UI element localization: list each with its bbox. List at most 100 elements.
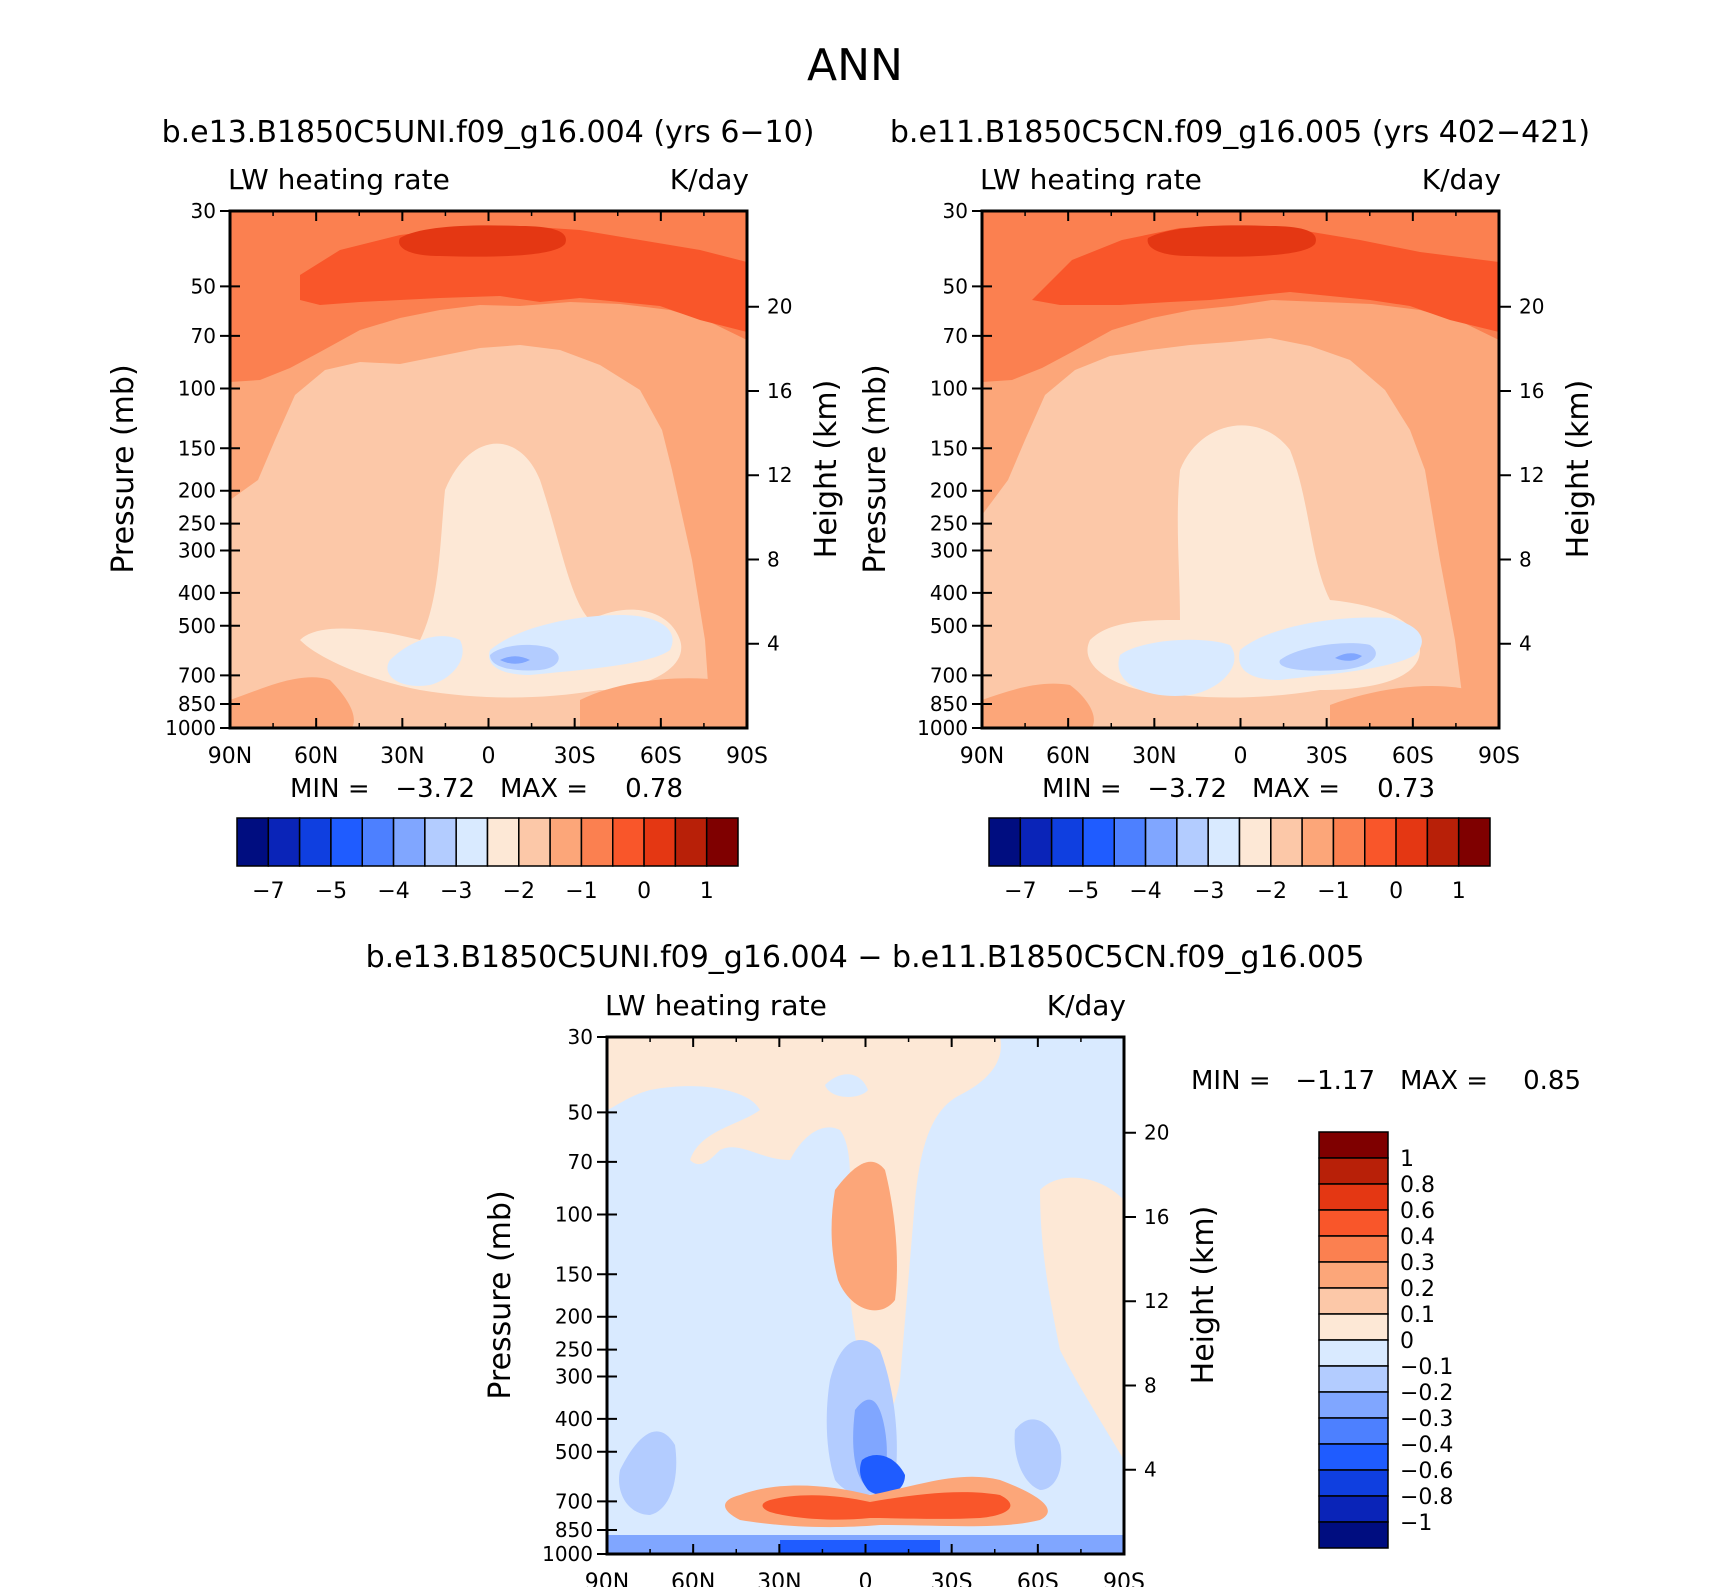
panel-2-height-tick-label: 4 [1519,632,1532,656]
panel-3-colorbar-box [1318,1495,1389,1523]
panel-1-ytick-label: 850 [178,692,216,716]
panel-3: 90N 60N 30N 0 30S 60S 90S305070100150200250300… [483,989,1581,1587]
panel-2-colorbar-box [1270,817,1303,867]
panel-3-ytick-label: 70 [568,1150,593,1174]
panel-2-ytick-label: 200 [930,479,968,503]
panel-3-ytick-label: 700 [555,1489,593,1513]
panel-2-colorbar-box [1301,817,1335,867]
panel-1-ytick-label: 700 [178,663,216,687]
panel-1-ytick-label: 50 [191,274,216,298]
panel-3-colorbar-label: −1 [1400,1511,1432,1536]
panel-1-contours [230,211,747,728]
panel-1-min-label: MIN = [290,774,370,804]
panel-1-min-value: −3.72 [395,774,475,804]
panel-3-contour-b [825,1074,868,1097]
panel-3-ytick-label: 300 [555,1364,593,1388]
panel-2-colorbar-box [1176,817,1209,867]
panel-3-xtick-label: 30N [757,1570,801,1587]
panel-3-colorbar-box [1318,1339,1389,1367]
panel-1-contour-h [490,644,559,671]
panel-3-colorbar-box [1318,1365,1389,1393]
panel-2-contours [982,211,1499,728]
panel-2: 90N 60N 30N 0 30S 60S 90S305070100150200250300… [858,163,1596,904]
panel-3-colorbar-box [1318,1209,1389,1237]
panel-3-contour-i [1014,1419,1062,1490]
panel-1-max-label: MAX = [500,774,588,804]
panel-3-colorbar-label: −0.1 [1400,1355,1453,1380]
panel-2-xtick-label: 0 [1234,744,1248,769]
panel-1-colorbar-label: 0 [637,879,651,904]
panel-1-xtick-label: 90S [726,744,768,769]
panel-2-height-tick-label: 16 [1519,379,1544,403]
panel-1-colorbar-box [674,817,708,867]
panel-1-colorbar-box [705,817,739,867]
panel-1-colorbar-box [612,817,645,867]
panel-2-colorbar-label: −4 [1129,879,1161,904]
panel-2-colorbar-box [1238,817,1272,867]
panel-1-colorbar-box [267,817,301,867]
panel-3-colorbar-box [1318,1287,1389,1315]
panel-2-colorbar-box [1457,817,1491,867]
panel-1-ytick-label: 500 [178,614,216,638]
panel-3-colorbar-label: 0.2 [1400,1277,1435,1302]
panel-3-ytick-label: 850 [555,1518,593,1542]
panel-3-contour-m [780,1540,940,1554]
panel-2-ytick-label: 30 [943,199,968,223]
panel-3-xtick-label: 90N [585,1570,629,1587]
panel-3-colorbar-box [1318,1131,1389,1159]
panel-2-colorbar-box [988,817,1022,867]
panel-2-min-value: −3.72 [1147,774,1227,804]
panel-1-contour-i [500,656,530,664]
panel-2-colorbar-box [1364,817,1397,867]
panel-1-colorbar-box [643,817,677,867]
panel-2-ytick-label: 400 [930,581,968,605]
panel-3-colorbar-label: 0.4 [1400,1225,1435,1250]
panel-2-variable-label: LW heating rate [980,163,1202,196]
panel-1-colorbar-label: −5 [315,879,347,904]
panel-1-caption: b.e13.B1850C5UNI.f09_g16.004 (yrs 6−10) [162,115,815,150]
panel-1-ylabel-right: Height (km) [809,380,844,559]
panel-1-height-tick-label: 12 [767,463,792,487]
panel-3-colorbar-box [1318,1521,1389,1549]
panel-2-contour-j [982,683,1094,728]
panel-2-contour-c [1032,226,1499,332]
panel-3-colorbar-label: −0.6 [1400,1459,1453,1484]
panel-2-ylabel: Pressure (mb) [858,364,893,573]
panel-2-colorbar-label: −1 [1317,879,1349,904]
panel-2-height-tick-label: 20 [1519,295,1544,319]
panel-2-axes: 90N 60N 30N 0 30S 60S 90S 30 50 70 100 150 200 250300… [917,199,1544,769]
panel-2-colorbar-label: −5 [1067,879,1099,904]
panel-2-max-value: 0.73 [1377,774,1435,804]
panel-3-height-tick-label: 16 [1144,1205,1169,1229]
panel-3-ylabel-right: Height (km) [1186,1206,1221,1385]
panel-1-colorbar-label: −7 [252,879,284,904]
panel-3-ytick-label: 400 [555,1407,593,1431]
panel-1-xtick-label: 90N [208,744,252,769]
panel-2-xtick-label: 30S [1306,744,1348,769]
panel-3-colorbar-label: 0.8 [1400,1173,1435,1198]
panel-2-ytick-label: 100 [930,377,968,401]
panel-1-ytick-label: 250 [178,512,216,536]
panel-1-colorbar-box [580,817,614,867]
panel-3-ytick-label: 200 [555,1305,593,1329]
panel-1-colorbar-label: −1 [565,879,597,904]
panel-1-ytick-label: 70 [191,324,216,348]
panel-1-ytick-label: 30 [191,199,216,223]
panel-2-colorbar-box [1050,817,1084,867]
panel-2-ytick-label: 50 [943,274,968,298]
panel-2-max-label: MAX = [1252,774,1340,804]
panel-1-colorbar-box [298,817,332,867]
panel-3-colorbar-box [1318,1261,1389,1289]
panel-3-caption: b.e13.B1850C5UNI.f09_g16.004 − b.e11.B18… [366,940,1365,975]
panel-3-height-tick-label: 12 [1144,1289,1169,1313]
panel-3-ytick-label: 100 [555,1203,593,1227]
panel-2-colorbar-box [1082,817,1115,867]
panel-2-colorbar-box [1019,817,1053,867]
panel-2-colorbar-label: −3 [1192,879,1224,904]
panel-3-colorbar-label: −0.3 [1400,1407,1453,1432]
panel-3-ytick-label: 30 [568,1025,593,1049]
panel-3-ytick-label: 150 [555,1262,593,1286]
panel-2-colorbar-box [1113,817,1147,867]
panel-1-colorbar-box [486,817,520,867]
panel-2-units-label: K/day [1422,163,1501,196]
